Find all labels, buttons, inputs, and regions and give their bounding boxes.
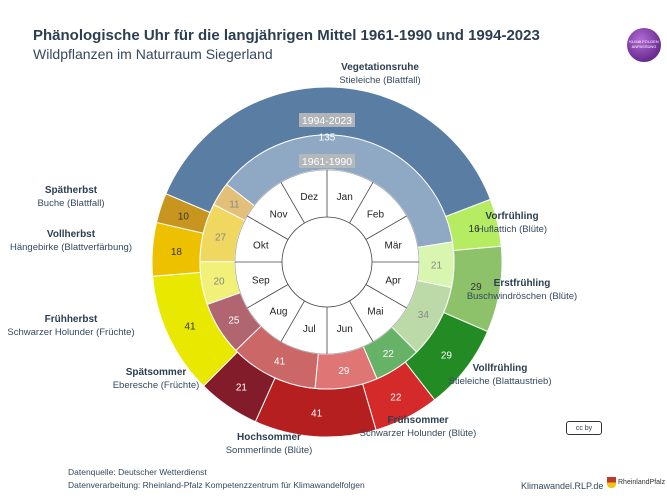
outer-value-4: 22: [390, 392, 402, 403]
ring-label-outer: 1994-2023: [302, 115, 352, 127]
data-processing: Datenverarbeitung: Rheinland-Pfalz Kompe…: [68, 480, 365, 490]
month-divider-7: [280, 300, 305, 342]
phase-name-9: Spätherbst: [45, 185, 98, 196]
phase-name-8: Vollherbst: [47, 229, 96, 240]
phase-name-2: Erstfrühling: [494, 278, 551, 289]
phase-name-1: Vorfrühling: [485, 211, 538, 222]
ring-label-inner: 1961-1990: [302, 156, 352, 168]
rlp-shield-icon: [607, 477, 616, 488]
inner-value-4: 29: [338, 366, 350, 377]
chart-title: Phänologische Uhr für die langjährigen M…: [33, 27, 540, 44]
logo-text: KLIMA FOLGEN ANPASSUNG: [629, 39, 659, 49]
rlp-logo: RheinlandPfalz: [607, 477, 665, 488]
month-label-jan: Jan: [337, 192, 353, 203]
phase-indicator-6: Eberesche (Früchte): [113, 380, 200, 391]
month-divider-11: [280, 182, 305, 224]
phase-name-4: Frühsommer: [387, 415, 448, 426]
month-label-feb: Feb: [367, 210, 385, 221]
data-source: Datenquelle: Deutscher Wetterdienst: [68, 467, 207, 477]
phase-indicator-1: Huflattich (Blüte): [477, 224, 547, 235]
outer-value-1: 16: [469, 224, 481, 235]
phase-name-5: Hochsommer: [237, 432, 301, 443]
phase-indicator-7: Schwarzer Holunder (Früchte): [7, 327, 134, 338]
outer-value-7: 41: [184, 322, 196, 333]
inner-value-7: 20: [213, 276, 225, 287]
month-label-mär: Mär: [385, 240, 403, 251]
inner-value-3: 22: [383, 349, 395, 360]
phase-indicator-3: Stieleiche (Blattaustrieb): [449, 376, 552, 387]
inner-value-6: 25: [228, 316, 240, 327]
month-label-apr: Apr: [385, 276, 401, 287]
phase-name-3: Vollfrühling: [473, 363, 528, 374]
month-divider-10: [247, 215, 289, 240]
phase-name-0: Vegetationsruhe: [341, 62, 419, 73]
month-label-sep: Sep: [252, 276, 270, 287]
phase-name-7: Frühherbst: [45, 314, 98, 325]
klimawandel-logo: KLIMA FOLGEN ANPASSUNG: [627, 28, 661, 62]
phase-name-6: Spätsommer: [126, 367, 187, 378]
month-divider-5: [349, 300, 374, 342]
inner-value-8: 27: [215, 232, 227, 243]
month-label-jul: Jul: [303, 324, 316, 335]
inner-value-1: 21: [431, 260, 443, 271]
month-label-nov: Nov: [270, 210, 288, 221]
outer-value-8: 18: [171, 247, 183, 258]
phase-indicator-9: Buche (Blattfall): [37, 198, 104, 209]
outer-value-3: 29: [441, 350, 453, 361]
phase-indicator-8: Hängebirke (Blattverfärbung): [10, 242, 132, 253]
inner-value-9: 11: [229, 199, 240, 210]
cc-license-badge[interactable]: cc by: [566, 421, 602, 435]
inner-value-2: 34: [418, 310, 430, 321]
phase-indicator-0: Stieleiche (Blattfall): [339, 75, 420, 86]
rlp-logo-text: RheinlandPfalz: [618, 479, 666, 486]
phase-indicator-2: Buschwindröschen (Blüte): [467, 291, 577, 302]
month-label-aug: Aug: [270, 306, 288, 317]
outer-value-6: 21: [236, 382, 248, 393]
chart-subtitle: Wildpflanzen im Naturraum Siegerland: [33, 46, 273, 62]
inner-value-5: 41: [274, 357, 286, 368]
cc-license-text: cc by: [575, 424, 593, 432]
month-label-dez: Dez: [300, 192, 318, 203]
month-divider-4: [365, 284, 407, 309]
outer-value-2: 29: [471, 282, 483, 293]
outer-value-5: 41: [311, 409, 323, 420]
month-label-mai: Mai: [367, 306, 383, 317]
month-label-jun: Jun: [337, 324, 353, 335]
phase-indicator-5: Sommerlinde (Blüte): [226, 445, 313, 456]
outer-value-9: 10: [178, 211, 190, 222]
phase-indicator-4: Schwarzer Holunder (Blüte): [360, 428, 477, 439]
site-link[interactable]: Klimawandel.RLP.de: [521, 481, 604, 491]
month-divider-8: [247, 284, 289, 309]
inner-value-0: 135: [319, 133, 336, 144]
outer-value-0: 138: [319, 68, 336, 79]
month-divider-1: [349, 182, 374, 224]
month-label-okt: Okt: [253, 240, 269, 251]
month-divider-2: [365, 215, 407, 240]
